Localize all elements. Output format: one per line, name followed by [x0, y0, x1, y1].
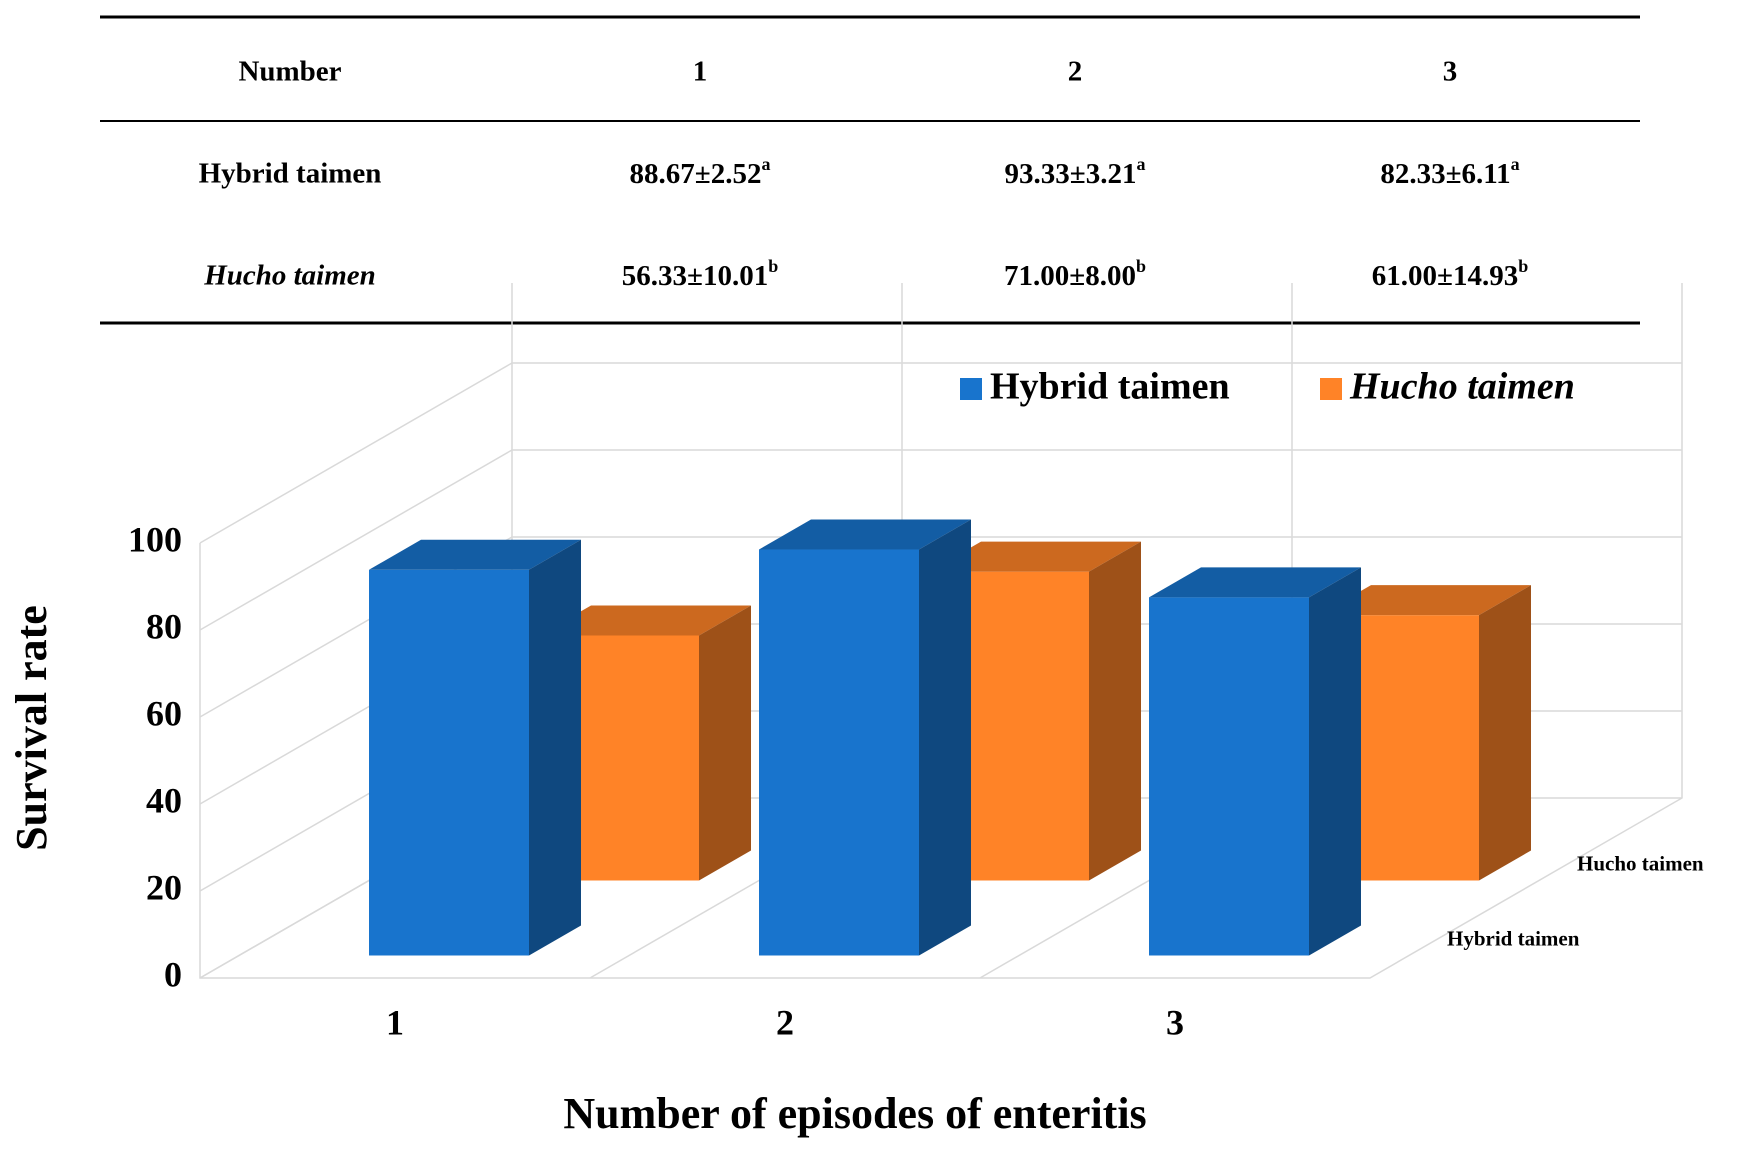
cell-superscript: a [1136, 154, 1145, 174]
table-cell: 71.00±8.00b [1004, 256, 1146, 292]
grid-line [199, 449, 1682, 631]
cell-value: 88.67±2.52 [630, 158, 762, 190]
y-tick-label: 60 [146, 693, 182, 733]
bar-top [1149, 567, 1361, 598]
grid-line [199, 536, 1682, 718]
table-header: 1 [693, 56, 708, 88]
cell-superscript: b [1518, 256, 1528, 276]
row-label: Hucho taimen [203, 260, 376, 292]
bar-side [1309, 567, 1361, 956]
legend-swatch [960, 378, 982, 400]
bar-top [929, 541, 1141, 572]
x-tick-label: 1 [386, 1002, 404, 1042]
row-label: Hybrid taimen [199, 158, 382, 190]
cell-value: 71.00±8.00 [1004, 260, 1136, 292]
wall-edge [199, 283, 1683, 979]
table-cell: 61.00±14.93b [1372, 256, 1528, 292]
bar-top [1319, 585, 1531, 616]
bar-side [529, 539, 581, 956]
table-header: 2 [1068, 56, 1083, 88]
cell-superscript: b [768, 256, 778, 276]
bar-front [1149, 597, 1309, 956]
bar-front [369, 569, 529, 956]
x-tick-label: 2 [776, 1002, 794, 1042]
cell-superscript: b [1136, 256, 1146, 276]
y-tick-label: 20 [146, 867, 182, 907]
y-tick-label: 100 [128, 519, 182, 559]
bar-front [759, 549, 919, 956]
bar-top [369, 539, 581, 570]
cell-value: 56.33±10.01 [622, 260, 768, 292]
legend-label: Hucho taimen [1349, 366, 1575, 408]
cell-superscript: a [761, 154, 770, 174]
grid-line [199, 362, 1682, 544]
cell-value: 82.33±6.11 [1380, 158, 1510, 190]
y-tick-label: 0 [164, 954, 182, 994]
bar-top [539, 605, 751, 636]
legend-label: Hybrid taimen [990, 366, 1230, 408]
bar-side [1089, 541, 1141, 881]
bar-side [1479, 585, 1531, 881]
bar-side [699, 605, 751, 881]
bar-top [759, 519, 971, 550]
table-cell: 93.33±3.21a [1005, 154, 1146, 190]
depth-label: Hybrid taimen [1447, 926, 1580, 950]
legend-swatch [1320, 378, 1342, 400]
table-cell: 56.33±10.01b [622, 256, 778, 292]
cell-value: 93.33±3.21 [1005, 158, 1137, 190]
x-axis-title: Number of episodes of enteritis [563, 1089, 1146, 1138]
table-header: 3 [1443, 56, 1458, 88]
cell-superscript: a [1511, 154, 1520, 174]
x-tick-label: 3 [1166, 1002, 1184, 1042]
y-axis-title: Survival rate [7, 605, 56, 851]
y-tick-label: 80 [146, 606, 182, 646]
table-cell: 82.33±6.11a [1380, 154, 1519, 190]
bar-side [919, 519, 971, 956]
depth-label: Hucho taimen [1577, 851, 1704, 875]
table-cell: 88.67±2.52a [630, 154, 771, 190]
table-header: Number [238, 56, 341, 88]
y-tick-label: 40 [146, 780, 182, 820]
cell-value: 61.00±14.93 [1372, 260, 1518, 292]
